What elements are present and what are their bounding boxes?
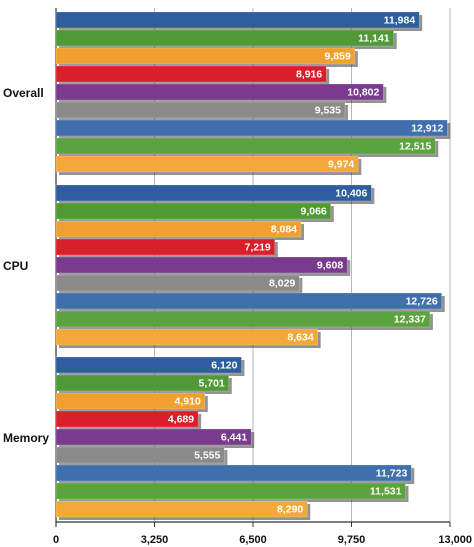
bar — [55, 119, 448, 137]
x-tick-label: 13,000 — [438, 534, 472, 546]
bar-value-label: 9,535 — [315, 105, 341, 117]
bar-value-label: 12,515 — [399, 141, 431, 153]
bar-value-label: 6,441 — [221, 432, 247, 444]
bar — [55, 310, 431, 328]
bar-value-label: 4,689 — [168, 414, 194, 426]
bar-value-label: 9,859 — [325, 51, 351, 63]
bar — [55, 11, 420, 29]
bar — [55, 274, 300, 292]
labels: 0 3,250 6,500 9,750 13,00011,98411,1419,8598… — [3, 15, 472, 547]
bar-value-label: 10,802 — [347, 87, 379, 99]
bar-value-label: 11,723 — [376, 468, 408, 480]
x-tick-label: 0 — [53, 534, 59, 546]
category-label: Memory — [3, 431, 49, 445]
bar-value-label: 4,910 — [175, 396, 201, 408]
bar — [55, 500, 308, 518]
category-label: CPU — [3, 259, 28, 273]
bar-value-label: 12,726 — [406, 296, 438, 308]
bar — [55, 220, 302, 238]
bar — [55, 374, 230, 392]
bar-value-label: 11,984 — [384, 15, 416, 27]
bar — [55, 464, 412, 482]
x-tick-label: 3,250 — [141, 534, 169, 546]
bar-value-label: 5,701 — [199, 378, 225, 390]
bar — [55, 155, 359, 173]
bars — [55, 11, 451, 520]
bar — [55, 292, 442, 310]
bar — [55, 65, 327, 83]
bar — [55, 83, 384, 101]
bar-value-label: 10,406 — [335, 188, 367, 200]
bar-value-label: 8,290 — [277, 504, 303, 516]
bar — [55, 101, 346, 119]
bar — [55, 184, 372, 202]
x-tick-label: 9,750 — [338, 534, 366, 546]
bar — [55, 328, 318, 346]
bar — [55, 47, 356, 65]
bar — [55, 446, 225, 464]
bar — [55, 256, 348, 274]
bar-value-label: 12,912 — [411, 123, 443, 135]
bar — [55, 202, 332, 220]
bar-value-label: 8,029 — [269, 278, 295, 290]
bar — [55, 428, 252, 446]
bar-value-label: 11,531 — [370, 486, 402, 498]
bar-value-label: 8,084 — [271, 224, 297, 236]
bar-value-label: 5,555 — [194, 450, 220, 462]
bar-value-label: 11,141 — [358, 33, 390, 45]
bar-value-label: 6,120 — [211, 360, 237, 372]
x-tick-label: 6,500 — [239, 534, 267, 546]
bar-value-label: 8,916 — [296, 69, 322, 81]
bar-value-label: 9,608 — [317, 260, 343, 272]
bar — [55, 29, 394, 47]
bar — [55, 482, 406, 500]
bar-value-label: 8,634 — [287, 332, 313, 344]
bar — [55, 137, 436, 155]
bar — [55, 238, 276, 256]
bar — [55, 356, 242, 374]
category-label: Overall — [3, 86, 44, 100]
bar-value-label: 9,974 — [328, 159, 354, 171]
bar-value-label: 7,219 — [245, 242, 271, 254]
bar-value-label: 9,066 — [300, 206, 326, 218]
bar-value-label: 12,337 — [394, 314, 426, 326]
bar — [55, 392, 206, 410]
bar — [55, 410, 199, 428]
